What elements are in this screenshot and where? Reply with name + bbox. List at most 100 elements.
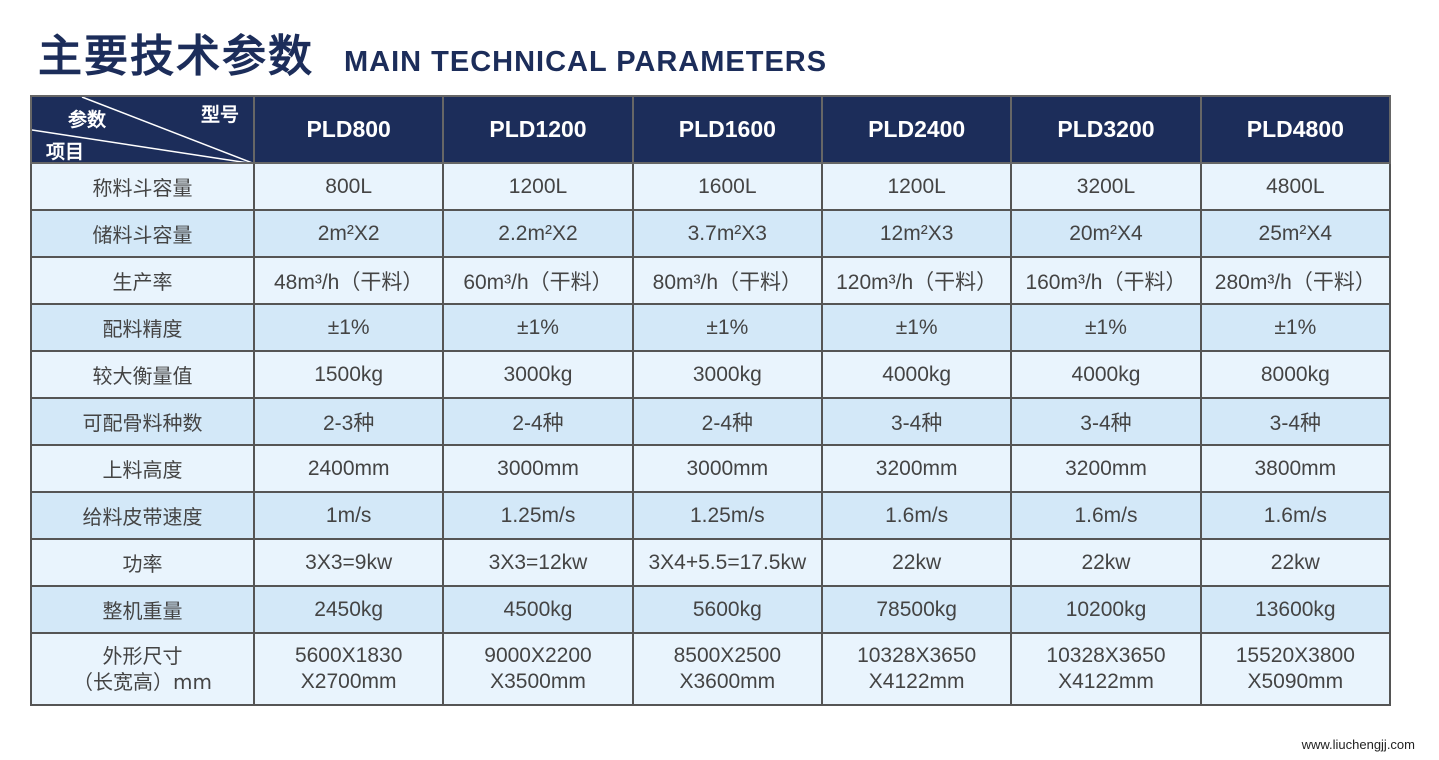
cell-line: X3500mm: [490, 670, 586, 693]
table-cell: 8500X2500 X3600mm: [631, 632, 823, 706]
row-label: 称料斗容量: [30, 162, 255, 211]
table-cell: 1.25m/s: [442, 491, 634, 540]
model-header: PLD1600: [631, 95, 823, 164]
model-header: PLD4800: [1199, 95, 1392, 164]
table-cell: 78500kg: [820, 585, 1013, 634]
table-cell: 3000mm: [631, 444, 823, 493]
table-cell: 22kw: [820, 538, 1013, 587]
table-cell: ±1%: [631, 303, 823, 352]
table-cell: 4000kg: [1010, 350, 1202, 399]
table-cell: 3-4种: [1199, 397, 1392, 446]
table-cell: 2-4种: [631, 397, 823, 446]
table-cell: 1.25m/s: [631, 491, 823, 540]
model-header: PLD800: [252, 95, 445, 164]
parameters-table: 参数 型号 项目 PLD800 PLD1200 PLD1600 PLD2400 PLD3…: [30, 95, 1392, 706]
website-url: www.liuchengjj.com: [1301, 737, 1415, 752]
table-cell: 4500kg: [442, 585, 634, 634]
table-cell: 3000kg: [631, 350, 823, 399]
table-cell: 1.6m/s: [820, 491, 1013, 540]
table-row: 功率 3X3=9kw 3X3=12kw 3X4+5.5=17.5kw 22kw 22kw 2…: [30, 538, 1392, 587]
model-header: PLD3200: [1010, 95, 1202, 164]
table-cell: 2450kg: [252, 585, 445, 634]
row-label: 功率: [30, 538, 255, 587]
table-cell: 160m³/h（干料）: [1010, 256, 1202, 305]
table-cell: 13600kg: [1199, 585, 1392, 634]
table-row: 生产率 48m³/h（干料） 60m³/h（干料） 80m³/h（干料） 120m³/h…: [30, 256, 1392, 305]
table-row: 储料斗容量 2m²X2 2.2m²X2 3.7m²X3 12m²X3 20m²X4 25m²…: [30, 209, 1392, 258]
table-cell: 3X3=9kw: [252, 538, 445, 587]
row-label: 生产率: [30, 256, 255, 305]
row-label: 上料高度: [30, 444, 255, 493]
table-cell: 4800L: [1199, 162, 1392, 211]
table-cell: 2.2m²X2: [442, 209, 634, 258]
table-cell: 2400mm: [252, 444, 445, 493]
table-cell: 1m/s: [252, 491, 445, 540]
model-header: PLD1200: [442, 95, 634, 164]
corner-item-label: 项目: [46, 142, 85, 163]
row-label: 较大衡量值: [30, 350, 255, 399]
cell-line: 8500X2500: [673, 644, 782, 667]
corner-param-label: 参数: [68, 110, 107, 131]
table-row-dimensions: 外形尺寸 （长宽高）mm 5600X1830 X2700mm 9000X2200 X350…: [30, 632, 1392, 706]
table-cell: ±1%: [1010, 303, 1202, 352]
table-cell: ±1%: [252, 303, 445, 352]
cell-line: 9000X2200: [484, 644, 592, 667]
table-cell: 3200L: [1010, 162, 1202, 211]
table-cell: 3.7m²X3: [631, 209, 823, 258]
table-row: 给料皮带速度 1m/s 1.25m/s 1.25m/s 1.6m/s 1.6m/s 1.6m…: [30, 491, 1392, 540]
cell-line: X5090mm: [1247, 670, 1344, 693]
table-cell: 1.6m/s: [1199, 491, 1392, 540]
table-row: 称料斗容量 800L 1200L 1600L 1200L 3200L 4800L: [30, 162, 1392, 211]
table-cell: 1600L: [631, 162, 823, 211]
model-header: PLD2400: [820, 95, 1013, 164]
table-cell: 20m²X4: [1010, 209, 1202, 258]
row-label: 给料皮带速度: [30, 491, 255, 540]
table-cell: 10328X3650 X4122mm: [1010, 632, 1202, 706]
table-row: 较大衡量值 1500kg 3000kg 3000kg 4000kg 4000kg 8000k…: [30, 350, 1392, 399]
table-cell: 3800mm: [1199, 444, 1392, 493]
cell-line: X4122mm: [868, 670, 965, 693]
row-label: 整机重量: [30, 585, 255, 634]
cell-line: 外形尺寸: [102, 644, 183, 668]
table-cell: 15520X3800 X5090mm: [1199, 632, 1392, 706]
cell-line: X3600mm: [679, 670, 776, 693]
cell-line: 10328X3650: [1046, 644, 1166, 667]
row-label: 储料斗容量: [30, 209, 255, 258]
table-cell: 280m³/h（干料）: [1199, 256, 1392, 305]
table-cell: ±1%: [820, 303, 1013, 352]
row-label: 配料精度: [30, 303, 255, 352]
row-label: 可配骨料种数: [30, 397, 255, 446]
table-cell: ±1%: [1199, 303, 1392, 352]
table-cell: ±1%: [442, 303, 634, 352]
table-cell: 48m³/h（干料）: [252, 256, 445, 305]
table-cell: 60m³/h（干料）: [442, 256, 634, 305]
table-cell: 10328X3650 X4122mm: [820, 632, 1013, 706]
cell-line: 10328X3650: [857, 644, 977, 667]
table-cell: 80m³/h（干料）: [631, 256, 823, 305]
row-label: 外形尺寸 （长宽高）mm: [30, 632, 255, 706]
title-chinese: 主要技术参数: [38, 31, 314, 82]
corner-cell: 参数 型号 项目: [30, 95, 255, 164]
table-cell: 10200kg: [1010, 585, 1202, 634]
table-cell: 2m²X2: [252, 209, 445, 258]
table-cell: 3-4种: [1010, 397, 1202, 446]
table-cell: 120m³/h（干料）: [820, 256, 1013, 305]
table-row: 上料高度 2400mm 3000mm 3000mm 3200mm 3200mm 3800mm: [30, 444, 1392, 493]
cell-line: （长宽高）mm: [73, 670, 212, 694]
table-cell: 25m²X4: [1199, 209, 1392, 258]
title-english: MAIN TECHNICAL PARAMETERS: [344, 46, 828, 78]
table-row: 可配骨料种数 2-3种 2-4种 2-4种 3-4种 3-4种 3-4种: [30, 397, 1392, 446]
table-row: 整机重量 2450kg 4500kg 5600kg 78500kg 10200kg 1360…: [30, 585, 1392, 634]
table-cell: 800L: [252, 162, 445, 211]
table-cell: 1200L: [442, 162, 634, 211]
table-cell: 3000kg: [442, 350, 634, 399]
table-cell: 3200mm: [1010, 444, 1202, 493]
table-cell: 3200mm: [820, 444, 1013, 493]
table-cell: 3X3=12kw: [442, 538, 634, 587]
table-cell: 5600X1830 X2700mm: [252, 632, 445, 706]
page-title: 主要技术参数 MAIN TECHNICAL PARAMETERS: [38, 20, 827, 84]
table-cell: 4000kg: [820, 350, 1013, 399]
table-cell: 2-4种: [442, 397, 634, 446]
corner-model-label: 型号: [200, 105, 239, 126]
table-cell: 12m²X3: [820, 209, 1013, 258]
